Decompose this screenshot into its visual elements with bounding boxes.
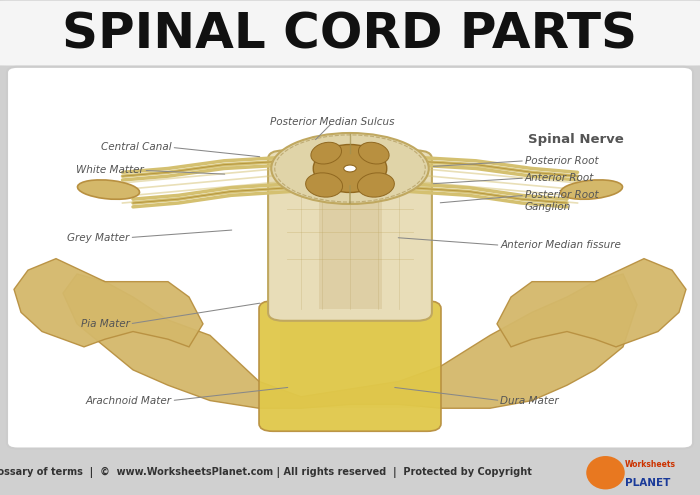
Text: Posterior Root: Posterior Root [525,156,598,166]
Ellipse shape [306,173,342,197]
Text: Grey Matter: Grey Matter [67,233,130,243]
Text: Worksheets: Worksheets [625,460,676,469]
Circle shape [344,165,356,172]
Polygon shape [318,159,382,308]
FancyBboxPatch shape [259,301,441,431]
FancyBboxPatch shape [0,0,700,65]
FancyBboxPatch shape [268,150,432,321]
Text: SPINAL CORD PARTS: SPINAL CORD PARTS [62,11,638,59]
Text: Arachnoid Mater: Arachnoid Mater [85,396,172,405]
Text: Pia Mater: Pia Mater [80,319,130,329]
FancyBboxPatch shape [7,67,693,448]
Text: Spinal Nerve: Spinal Nerve [528,133,624,146]
Ellipse shape [587,456,624,490]
Polygon shape [280,312,420,408]
Ellipse shape [78,180,139,199]
Text: Posterior Root: Posterior Root [525,191,598,200]
Ellipse shape [272,133,428,204]
Text: Anterior Median fissure: Anterior Median fissure [500,240,622,250]
Ellipse shape [314,145,386,193]
Ellipse shape [358,142,389,164]
Text: Posterior Median Sulcus: Posterior Median Sulcus [270,117,395,127]
Polygon shape [63,274,637,408]
Text: Glossary of terms  |  ©  www.WorksheetsPlanet.com | All rights reserved  |  Prot: Glossary of terms | © www.WorksheetsPlan… [0,467,532,478]
Text: Ganglion: Ganglion [525,202,571,212]
Text: Dura Mater: Dura Mater [500,396,559,405]
Ellipse shape [311,142,342,164]
Polygon shape [497,258,686,347]
Text: Anterior Root: Anterior Root [525,173,594,183]
Ellipse shape [561,180,622,199]
Text: White Matter: White Matter [76,165,144,175]
Text: PLANET: PLANET [625,478,671,488]
Polygon shape [14,258,203,347]
Ellipse shape [358,173,394,197]
Text: Central Canal: Central Canal [101,143,172,152]
